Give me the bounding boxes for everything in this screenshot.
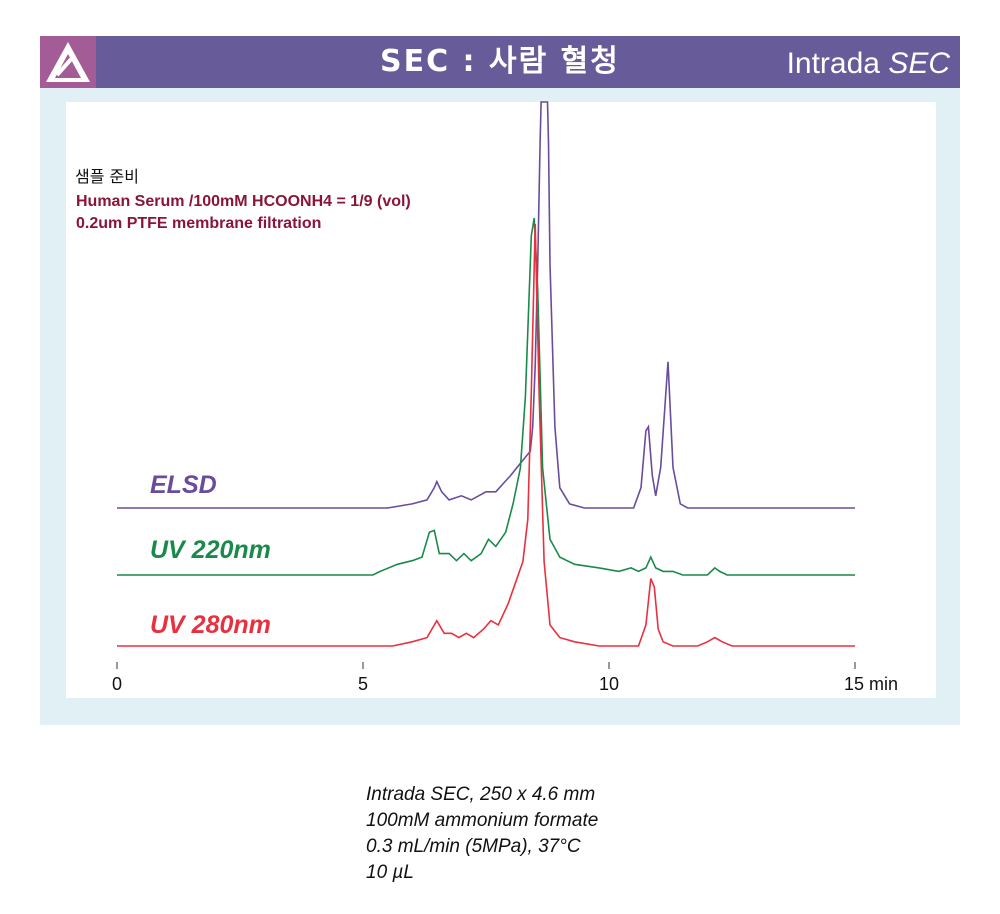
x-tick-label: 5 <box>358 674 368 694</box>
title-banner <box>40 36 960 88</box>
brand-suffix: SEC <box>888 47 950 80</box>
sample-prep-line: 0.2um PTFE membrane filtration <box>76 215 322 232</box>
method-conditions: Intrada SEC, 250 x 4.6 mm 100mM ammonium… <box>366 782 686 886</box>
brand-name: Intrada SEC <box>700 44 950 84</box>
page-title: SEC : 사람 혈청 <box>380 44 620 79</box>
x-tick-label: 10 <box>599 674 619 694</box>
x-tick-label: 0 <box>112 674 122 694</box>
series-line-uv-280nm <box>117 223 855 647</box>
series-label: ELSD <box>150 471 217 499</box>
sample-prep-line: Human Serum /100mM HCOONH4 = 1/9 (vol) <box>76 193 411 210</box>
triangle-logo-icon <box>46 42 90 82</box>
series-line-elsd <box>117 101 855 509</box>
series-label: UV 220nm <box>150 536 271 564</box>
condition-column: Intrada SEC, 250 x 4.6 mm <box>366 784 596 805</box>
plot-area <box>66 102 936 698</box>
series-label: UV 280nm <box>150 611 271 639</box>
series-line-uv-220nm <box>117 217 855 576</box>
brand-prefix: Intrada <box>786 47 880 80</box>
brand-logo <box>40 36 96 88</box>
sample-prep-title: 샘플 준비 <box>75 167 139 186</box>
x-tick-label: 15 min <box>844 674 898 694</box>
condition-mobile-phase: 100mM ammonium formate <box>366 810 599 831</box>
condition-volume: 10 µL <box>366 862 414 883</box>
condition-flow: 0.3 mL/min (5MPa), 37°C <box>366 836 581 857</box>
